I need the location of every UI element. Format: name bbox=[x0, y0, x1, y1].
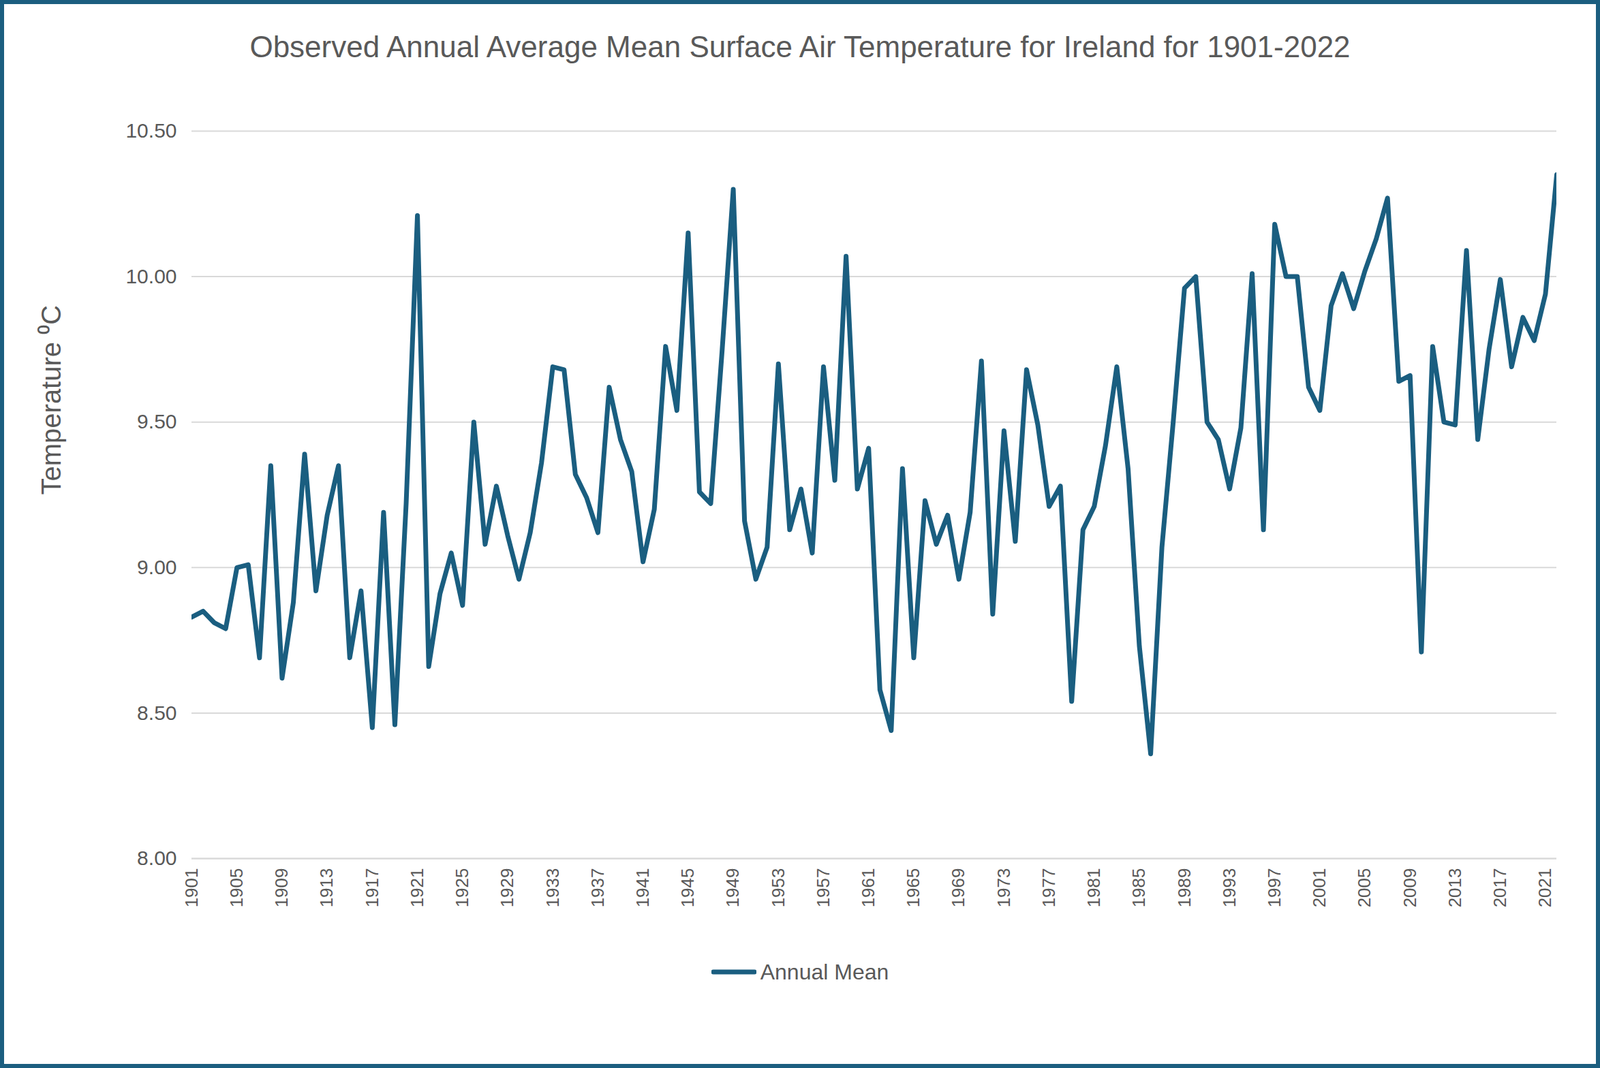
svg-text:1957: 1957 bbox=[812, 868, 834, 909]
svg-text:1949: 1949 bbox=[722, 868, 743, 909]
svg-text:2009: 2009 bbox=[1399, 868, 1421, 909]
svg-text:1953: 1953 bbox=[767, 868, 789, 909]
svg-text:1981: 1981 bbox=[1083, 868, 1104, 909]
svg-text:1909: 1909 bbox=[271, 868, 292, 909]
svg-text:2005: 2005 bbox=[1354, 868, 1375, 909]
svg-text:1993: 1993 bbox=[1219, 868, 1240, 909]
svg-text:2001: 2001 bbox=[1309, 868, 1330, 909]
svg-text:1997: 1997 bbox=[1264, 868, 1285, 909]
svg-text:1901: 1901 bbox=[181, 868, 202, 909]
svg-text:1969: 1969 bbox=[947, 868, 969, 909]
svg-text:1973: 1973 bbox=[993, 868, 1014, 909]
svg-text:1945: 1945 bbox=[677, 868, 698, 909]
svg-text:1985: 1985 bbox=[1128, 868, 1149, 909]
svg-text:1929: 1929 bbox=[496, 868, 518, 909]
svg-text:1965: 1965 bbox=[902, 868, 924, 909]
svg-text:1961: 1961 bbox=[857, 868, 879, 909]
svg-text:10.50: 10.50 bbox=[125, 119, 177, 142]
svg-text:1921: 1921 bbox=[406, 868, 428, 909]
svg-text:Temperature ⁰C: Temperature ⁰C bbox=[36, 305, 67, 496]
svg-text:1917: 1917 bbox=[361, 868, 383, 909]
svg-text:2021: 2021 bbox=[1534, 868, 1556, 909]
svg-text:1937: 1937 bbox=[587, 868, 608, 909]
svg-text:1941: 1941 bbox=[632, 868, 653, 909]
svg-text:10.00: 10.00 bbox=[125, 265, 177, 288]
svg-text:1977: 1977 bbox=[1038, 868, 1059, 909]
svg-text:1905: 1905 bbox=[226, 868, 247, 909]
svg-text:2017: 2017 bbox=[1489, 868, 1511, 909]
svg-text:9.50: 9.50 bbox=[136, 410, 177, 433]
svg-text:1925: 1925 bbox=[451, 868, 473, 909]
svg-text:1989: 1989 bbox=[1174, 868, 1195, 909]
svg-text:9.00: 9.00 bbox=[136, 556, 177, 579]
svg-text:2013: 2013 bbox=[1444, 868, 1466, 909]
html-text:Observed Annual Average Mean S: Observed Annual Average Mean Surface Air… bbox=[249, 29, 1351, 64]
svg-text:8.50: 8.50 bbox=[136, 701, 177, 725]
svg-text:8.00: 8.00 bbox=[136, 847, 177, 870]
html-text:Annual Mean: Annual Mean bbox=[760, 959, 889, 985]
svg-text:1933: 1933 bbox=[542, 868, 563, 909]
svg-text:1913: 1913 bbox=[316, 868, 337, 909]
